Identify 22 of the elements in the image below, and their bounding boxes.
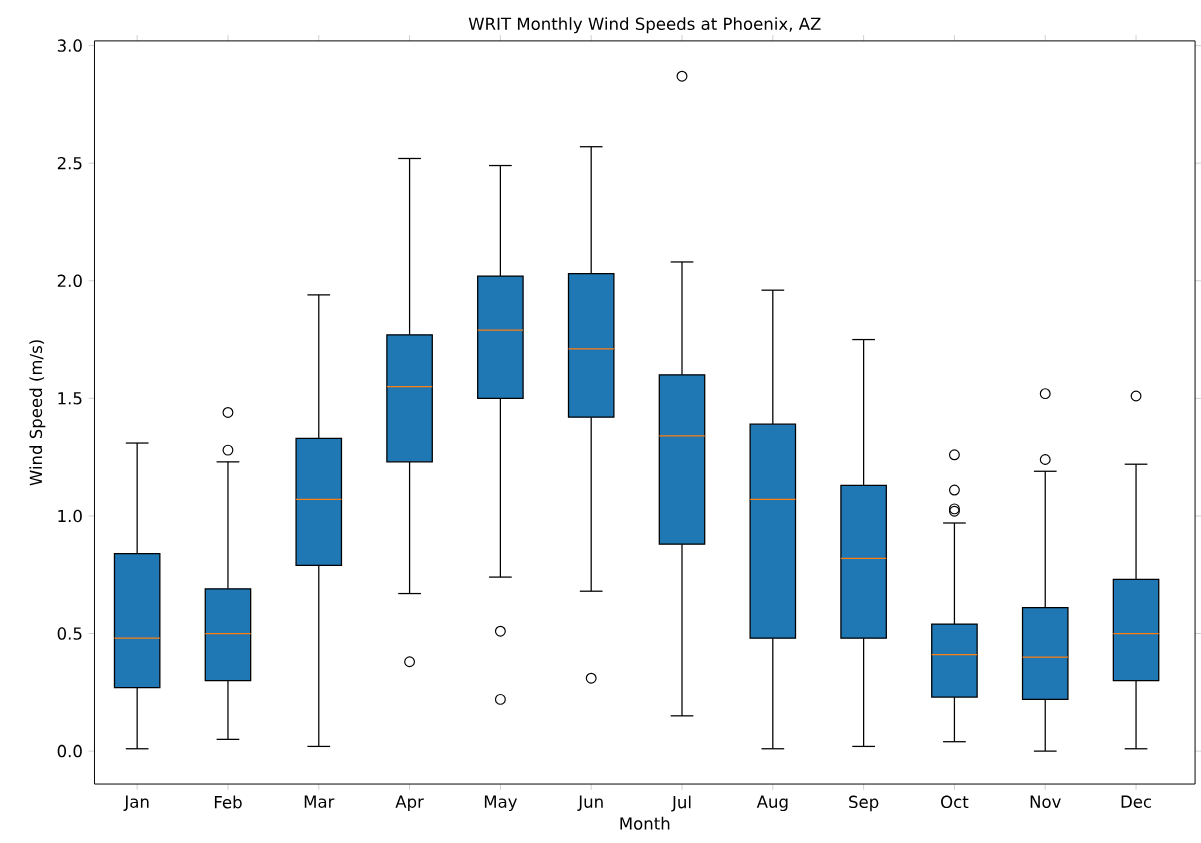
y-tick-label: 1.0 (58, 509, 82, 522)
y-tick-label: 1.5 (58, 391, 82, 405)
y-tick-label: 2.5 (57, 156, 82, 170)
chart-title: WRIT Monthly Wind Speeds at Phoenix, AZ (468, 17, 821, 34)
x-axis-title: Month (620, 816, 670, 830)
x-tick-label: Nov (1030, 795, 1061, 808)
x-tick-label: Jun (577, 795, 603, 811)
x-tick-label: May (484, 795, 518, 811)
x-tick-label: Oct (941, 795, 969, 808)
y-axis-title: Wind Speed (m/s) (29, 340, 46, 486)
x-tick-label: Sep (849, 795, 879, 812)
x-tick-label: Jul (671, 795, 691, 812)
y-tick-label: 2.0 (57, 274, 82, 287)
y-tick-label: 3.0 (57, 39, 82, 52)
x-tick-label: Feb (214, 795, 242, 809)
x-tick-label: Dec (1121, 795, 1152, 808)
y-tick-label: 0.0 (57, 744, 82, 758)
y-tick-label: 0.5 (57, 627, 82, 640)
x-tick-label: Mar (304, 795, 335, 808)
x-tick-label: Apr (395, 795, 424, 811)
x-tick-label: Jan (123, 795, 149, 811)
x-tick-label: Aug (756, 795, 788, 811)
